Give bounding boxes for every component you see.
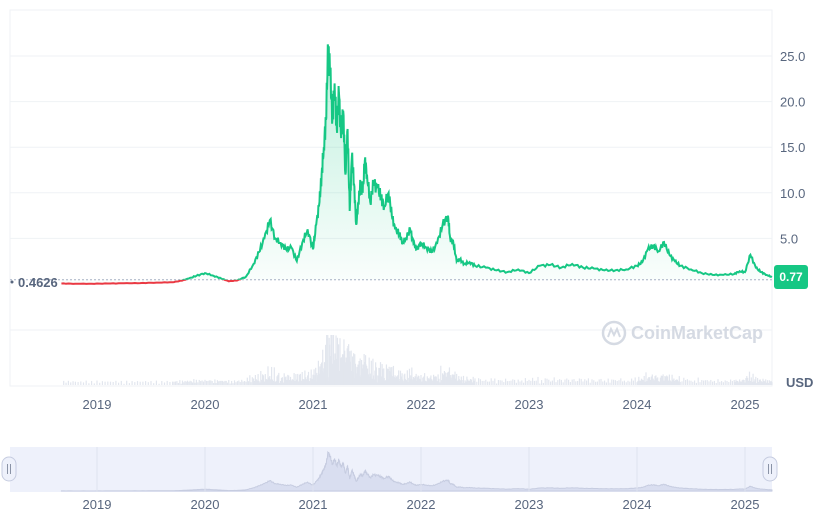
navigator-x-tick-label: 2022 — [407, 497, 436, 512]
coinmarketcap-logo-icon — [601, 320, 627, 346]
y-tick-label: 10.0 — [780, 186, 805, 201]
x-tick-label: 2023 — [515, 397, 544, 412]
x-tick-label: 2021 — [299, 397, 328, 412]
grid-lines — [10, 55, 772, 239]
svg-text:CoinMarketCap: CoinMarketCap — [631, 323, 763, 343]
navigator-handle-left[interactable] — [1, 456, 17, 482]
x-tick-label: 2022 — [407, 397, 436, 412]
navigator-area — [60, 450, 773, 492]
x-tick-label: 2019 — [83, 397, 112, 412]
navigator-x-tick-label: 2021 — [299, 497, 328, 512]
navigator-x-tick-label: 2019 — [83, 497, 112, 512]
y-tick-label: 20.0 — [780, 95, 805, 110]
coinmarketcap-watermark: CoinMarketCap — [601, 320, 763, 346]
x-axis: 2019 2020 2021 2022 2023 2024 2025 — [83, 397, 760, 412]
x-tick-label: 2024 — [623, 397, 652, 412]
reference-dot — [10, 280, 14, 284]
navigator-x-axis: 2019 2020 2021 2022 2023 2024 2025 — [83, 497, 760, 512]
y-tick-label: 15.0 — [780, 140, 805, 155]
navigator-handle-right[interactable] — [762, 456, 778, 482]
navigator-x-tick-label: 2024 — [623, 497, 652, 512]
current-price-badge — [774, 264, 808, 289]
navigator-grid — [96, 447, 746, 492]
navigator-x-tick-label: 2020 — [191, 497, 220, 512]
navigator-x-tick-label: 2023 — [515, 497, 544, 512]
x-tick-label: 2020 — [191, 397, 220, 412]
volume-bars — [63, 335, 773, 385]
current-price-label: 0.77 — [779, 270, 803, 284]
plot-frame — [9, 9, 773, 387]
currency-unit: USD — [786, 375, 813, 390]
y-tick-label: 25.0 — [780, 49, 805, 64]
price-line-above-reference — [181, 44, 773, 280]
x-tick-label: 2025 — [731, 397, 760, 412]
navigator-x-tick-label: 2025 — [731, 497, 760, 512]
y-axis: 5.0 10.0 15.0 20.0 25.0 — [780, 49, 805, 246]
reference-price-label: 0.4626 — [18, 275, 58, 290]
y-tick-label: 5.0 — [780, 231, 798, 246]
